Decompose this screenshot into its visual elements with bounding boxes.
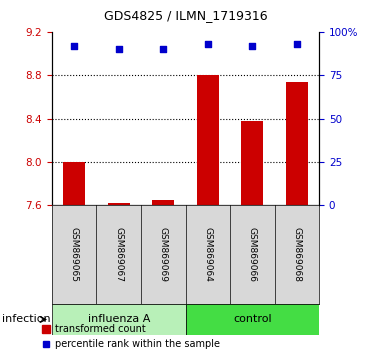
Point	[205, 41, 211, 47]
Text: GSM869069: GSM869069	[159, 227, 168, 282]
Point	[71, 43, 77, 48]
Point	[249, 43, 255, 48]
Bar	[197, 75, 219, 205]
Text: influenza A: influenza A	[88, 314, 150, 325]
Text: infection: infection	[2, 314, 50, 325]
Point	[294, 41, 300, 47]
Bar	[108, 203, 130, 205]
Point	[160, 46, 166, 52]
Bar	[152, 200, 174, 205]
Point	[116, 46, 122, 52]
Bar	[63, 162, 85, 205]
Legend: transformed count, percentile rank within the sample: transformed count, percentile rank withi…	[42, 324, 220, 349]
Text: GSM869064: GSM869064	[203, 227, 212, 282]
Text: GSM869066: GSM869066	[248, 227, 257, 282]
Text: GSM869067: GSM869067	[114, 227, 123, 282]
Text: GSM869068: GSM869068	[292, 227, 301, 282]
Text: GDS4825 / ILMN_1719316: GDS4825 / ILMN_1719316	[104, 9, 267, 22]
Bar	[286, 82, 308, 205]
Text: control: control	[233, 314, 272, 325]
Text: GSM869065: GSM869065	[70, 227, 79, 282]
Bar	[241, 121, 263, 205]
Bar	[186, 304, 319, 335]
Bar	[52, 304, 186, 335]
